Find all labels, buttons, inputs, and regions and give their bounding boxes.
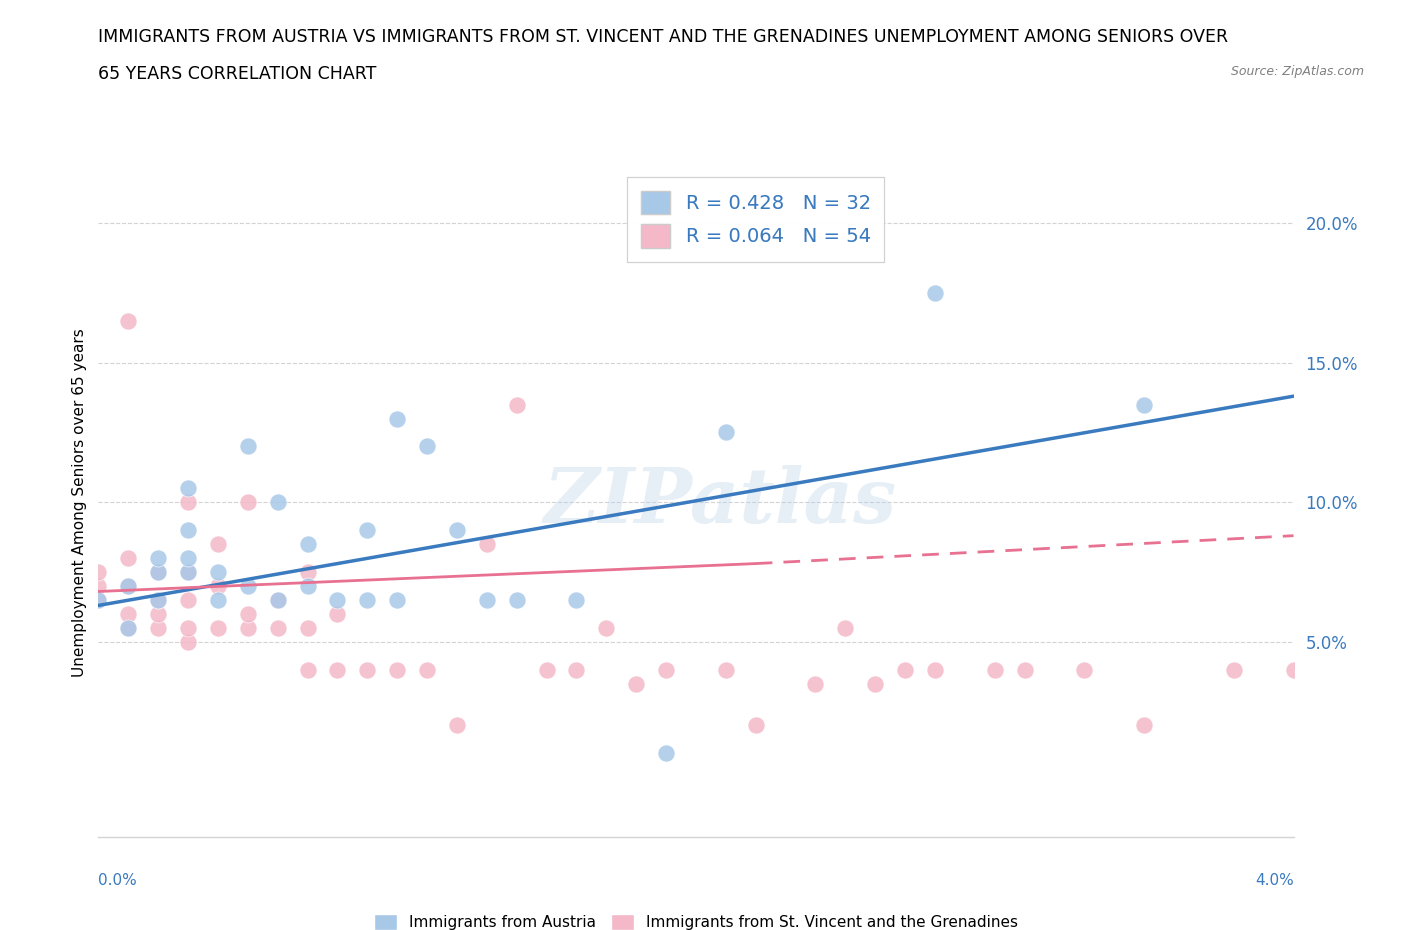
Point — [87, 592, 110, 607]
Text: Source: ZipAtlas.com: Source: ZipAtlas.com — [1230, 65, 1364, 78]
Point — [117, 578, 139, 593]
Point — [1073, 662, 1095, 677]
Point — [177, 523, 200, 538]
Point — [565, 592, 588, 607]
Point — [326, 606, 349, 621]
Point — [385, 592, 409, 607]
Point — [326, 592, 349, 607]
Legend: R = 0.428   N = 32, R = 0.064   N = 54: R = 0.428 N = 32, R = 0.064 N = 54 — [627, 177, 884, 261]
Point — [624, 676, 647, 691]
Point — [236, 606, 259, 621]
Point — [148, 565, 170, 579]
Point — [416, 439, 439, 454]
Point — [148, 592, 170, 607]
Point — [297, 565, 319, 579]
Point — [416, 662, 439, 677]
Point — [177, 620, 200, 635]
Point — [148, 551, 170, 565]
Point — [236, 578, 259, 593]
Point — [714, 662, 737, 677]
Point — [207, 537, 229, 551]
Point — [87, 578, 110, 593]
Point — [924, 662, 946, 677]
Point — [148, 565, 170, 579]
Point — [1133, 718, 1156, 733]
Point — [356, 523, 378, 538]
Point — [506, 592, 529, 607]
Point — [655, 746, 678, 761]
Point — [385, 662, 409, 677]
Point — [207, 578, 229, 593]
Text: ZIPatlas: ZIPatlas — [543, 465, 897, 539]
Point — [267, 620, 290, 635]
Point — [207, 565, 229, 579]
Point — [117, 313, 139, 328]
Point — [207, 592, 229, 607]
Point — [894, 662, 917, 677]
Point — [207, 620, 229, 635]
Point — [117, 606, 139, 621]
Point — [148, 592, 170, 607]
Point — [117, 620, 139, 635]
Point — [177, 565, 200, 579]
Point — [1014, 662, 1036, 677]
Point — [177, 634, 200, 649]
Text: 4.0%: 4.0% — [1254, 873, 1294, 888]
Point — [804, 676, 827, 691]
Text: 65 YEARS CORRELATION CHART: 65 YEARS CORRELATION CHART — [98, 65, 377, 83]
Point — [297, 620, 319, 635]
Point — [745, 718, 768, 733]
Point — [356, 592, 378, 607]
Point — [475, 592, 498, 607]
Point — [117, 551, 139, 565]
Point — [177, 481, 200, 496]
Point — [863, 676, 886, 691]
Point — [1133, 397, 1156, 412]
Point — [177, 592, 200, 607]
Point — [446, 523, 468, 538]
Point — [117, 620, 139, 635]
Point — [595, 620, 617, 635]
Point — [326, 662, 349, 677]
Point — [506, 397, 529, 412]
Point — [236, 439, 259, 454]
Point — [983, 662, 1005, 677]
Point — [267, 495, 290, 510]
Point — [148, 606, 170, 621]
Text: 0.0%: 0.0% — [98, 873, 138, 888]
Point — [924, 286, 946, 300]
Point — [834, 620, 856, 635]
Point — [1282, 662, 1305, 677]
Point — [177, 495, 200, 510]
Point — [655, 662, 678, 677]
Point — [267, 592, 290, 607]
Point — [177, 551, 200, 565]
Point — [87, 592, 110, 607]
Point — [117, 578, 139, 593]
Point — [536, 662, 558, 677]
Point — [356, 662, 378, 677]
Point — [297, 578, 319, 593]
Point — [565, 662, 588, 677]
Text: IMMIGRANTS FROM AUSTRIA VS IMMIGRANTS FROM ST. VINCENT AND THE GRENADINES UNEMPL: IMMIGRANTS FROM AUSTRIA VS IMMIGRANTS FR… — [98, 28, 1229, 46]
Point — [297, 537, 319, 551]
Point — [714, 425, 737, 440]
Point — [148, 620, 170, 635]
Point — [475, 537, 498, 551]
Y-axis label: Unemployment Among Seniors over 65 years: Unemployment Among Seniors over 65 years — [72, 328, 87, 677]
Point — [385, 411, 409, 426]
Point — [236, 620, 259, 635]
Point — [1222, 662, 1246, 677]
Point — [297, 662, 319, 677]
Point — [177, 565, 200, 579]
Point — [236, 495, 259, 510]
Point — [446, 718, 468, 733]
Point — [87, 565, 110, 579]
Point — [267, 592, 290, 607]
